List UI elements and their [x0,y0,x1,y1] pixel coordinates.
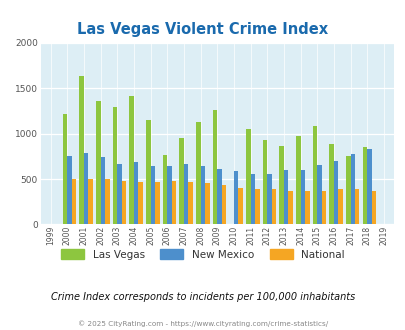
Bar [162,154,167,224]
Bar [188,182,192,224]
Bar [183,164,188,224]
Bar [134,162,138,224]
Bar [279,146,283,224]
Bar [205,183,209,224]
Bar [366,149,371,224]
Bar [350,154,354,224]
Bar [122,181,126,224]
Bar [113,107,117,224]
Bar [96,101,100,224]
Bar [179,138,183,224]
Text: © 2025 CityRating.com - https://www.cityrating.com/crime-statistics/: © 2025 CityRating.com - https://www.city… [78,320,327,327]
Bar [262,140,266,224]
Bar [345,156,350,224]
Bar [266,175,271,224]
Bar [371,191,375,224]
Bar [167,166,171,224]
Bar [146,120,150,224]
Bar [100,157,105,224]
Bar [79,77,84,224]
Bar [254,189,259,224]
Bar [238,188,242,224]
Text: Las Vegas Violent Crime Index: Las Vegas Violent Crime Index [77,22,328,37]
Bar [221,185,226,224]
Bar [288,191,292,224]
Bar [63,114,67,224]
Bar [171,181,176,224]
Bar [300,170,304,224]
Bar [88,179,93,224]
Bar [233,171,238,224]
Bar [67,156,72,224]
Bar [271,189,275,224]
Bar [129,95,134,224]
Bar [333,161,337,224]
Bar [217,169,221,224]
Legend: Las Vegas, New Mexico, National: Las Vegas, New Mexico, National [57,245,348,264]
Bar [105,180,109,224]
Bar [328,144,333,224]
Bar [117,164,121,224]
Bar [316,165,321,224]
Bar [283,170,288,224]
Bar [295,136,300,224]
Bar [155,182,159,224]
Bar [245,129,250,224]
Bar [321,190,325,224]
Bar [250,174,254,224]
Bar [337,188,342,224]
Bar [200,166,205,224]
Bar [304,191,309,224]
Bar [84,153,88,224]
Bar [72,179,76,224]
Bar [354,188,358,224]
Bar [196,122,200,224]
Bar [138,182,143,224]
Text: Crime Index corresponds to incidents per 100,000 inhabitants: Crime Index corresponds to incidents per… [51,292,354,302]
Bar [362,147,366,224]
Bar [212,110,217,224]
Bar [150,166,155,224]
Bar [312,126,316,224]
